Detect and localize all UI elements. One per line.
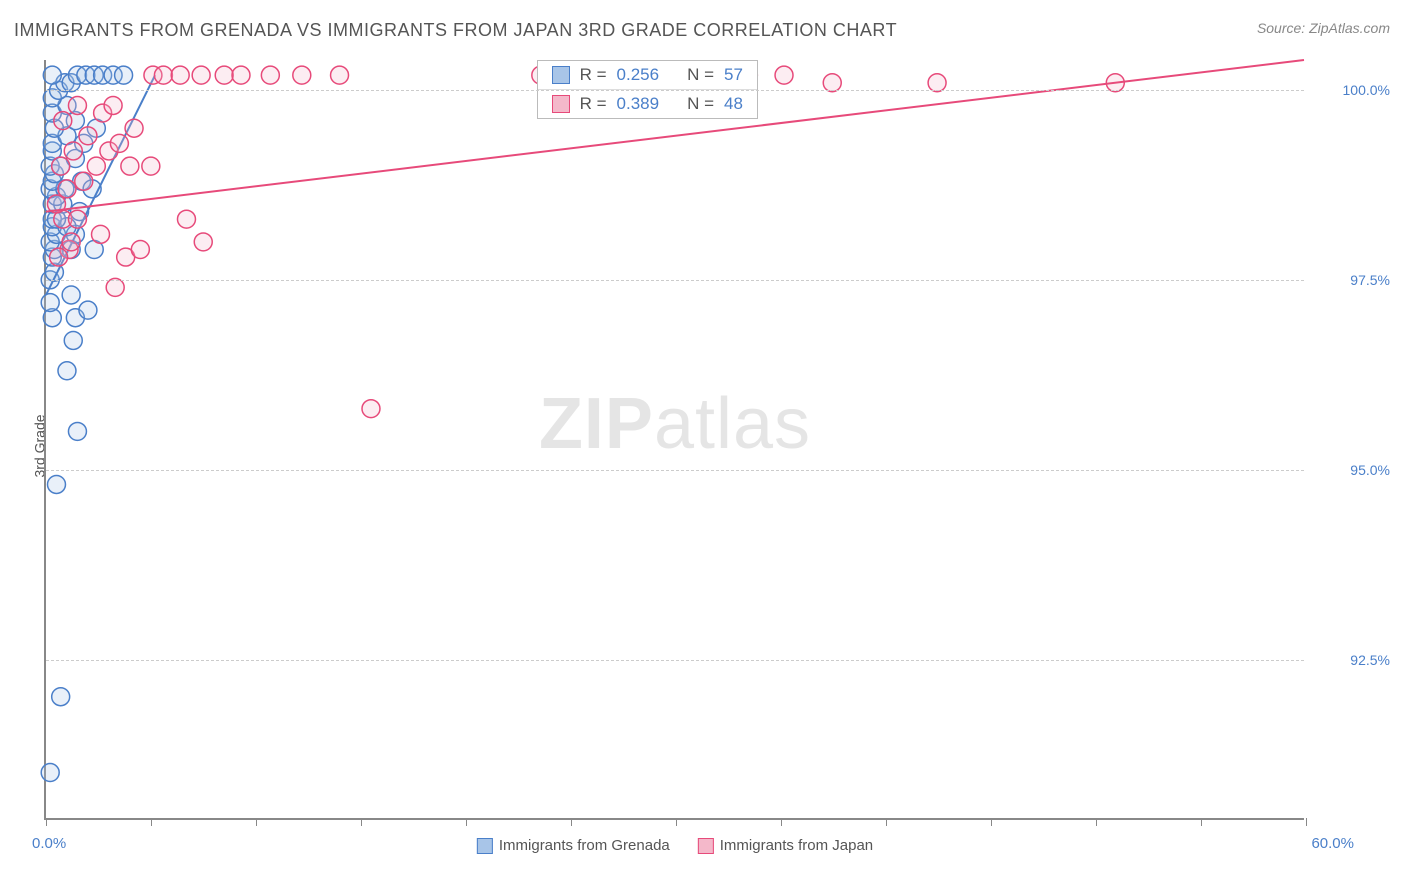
data-point <box>293 66 311 84</box>
x-tick <box>256 818 257 826</box>
data-point <box>928 74 946 92</box>
gridline <box>46 470 1304 471</box>
x-tick <box>1306 818 1307 826</box>
x-tick <box>466 818 467 826</box>
data-point <box>47 476 65 494</box>
data-point <box>54 112 72 130</box>
stat-r-value: 0.256 <box>617 65 660 85</box>
gridline <box>46 280 1304 281</box>
data-point <box>215 66 233 84</box>
legend-item: Immigrants from Grenada <box>477 837 670 854</box>
x-tick <box>676 818 677 826</box>
stat-r-label: R = <box>580 94 607 114</box>
data-point <box>131 241 149 259</box>
x-tick <box>991 818 992 826</box>
x-tick <box>781 818 782 826</box>
legend-swatch <box>698 838 714 854</box>
data-point <box>177 210 195 228</box>
data-point <box>62 233 80 251</box>
data-point <box>52 157 70 175</box>
data-point <box>62 286 80 304</box>
data-point <box>192 66 210 84</box>
data-point <box>171 66 189 84</box>
stat-n-value: 57 <box>724 65 743 85</box>
plot-area: ZIPatlas R =0.256N =57R =0.389N =48 0.0%… <box>44 60 1304 820</box>
data-point <box>68 422 86 440</box>
data-point <box>104 97 122 115</box>
stat-n-label: N = <box>687 94 714 114</box>
data-point <box>142 157 160 175</box>
data-point <box>121 157 139 175</box>
gridline <box>46 90 1304 91</box>
data-point <box>154 66 172 84</box>
data-point <box>194 233 212 251</box>
y-tick-label: 97.5% <box>1320 272 1390 288</box>
stat-n-label: N = <box>687 65 714 85</box>
data-point <box>50 248 68 266</box>
bottom-legend: Immigrants from Grenada Immigrants from J… <box>477 837 873 854</box>
scatter-svg <box>46 60 1304 818</box>
data-point <box>79 127 97 145</box>
source-prefix: Source: <box>1257 20 1309 36</box>
data-point <box>125 119 143 137</box>
stat-row: R = 0.389 N = 48 <box>538 90 757 118</box>
x-tick <box>361 818 362 826</box>
data-point <box>64 142 82 160</box>
legend-label: Immigrants from Japan <box>720 837 873 854</box>
data-point <box>68 210 86 228</box>
y-tick-label: 100.0% <box>1320 82 1390 98</box>
x-tick <box>886 818 887 826</box>
legend-swatch <box>477 838 493 854</box>
data-point <box>79 301 97 319</box>
data-point <box>115 66 133 84</box>
stat-r-value: 0.389 <box>617 94 660 114</box>
x-tick <box>1096 818 1097 826</box>
data-point <box>92 225 110 243</box>
x-axis-max-label: 60.0% <box>1311 835 1354 852</box>
data-point <box>58 180 76 198</box>
data-point <box>43 66 61 84</box>
data-point <box>261 66 279 84</box>
x-tick <box>46 818 47 826</box>
data-point <box>68 97 86 115</box>
gridline <box>46 660 1304 661</box>
data-point <box>75 172 93 190</box>
y-tick-label: 92.5% <box>1320 652 1390 668</box>
x-tick <box>151 818 152 826</box>
data-point <box>87 157 105 175</box>
data-point <box>41 294 59 312</box>
data-point <box>331 66 349 84</box>
stat-n-value: 48 <box>724 94 743 114</box>
data-point <box>775 66 793 84</box>
data-point <box>110 134 128 152</box>
stat-row: R = 0.256 N = 57 <box>538 61 757 90</box>
stat-swatch <box>552 66 570 84</box>
data-point <box>52 688 70 706</box>
data-point <box>64 331 82 349</box>
chart-title: IMMIGRANTS FROM GRENADA VS IMMIGRANTS FR… <box>14 20 897 41</box>
data-point <box>41 764 59 782</box>
x-tick <box>1201 818 1202 826</box>
stat-r-label: R = <box>580 65 607 85</box>
stat-swatch <box>552 95 570 113</box>
legend-item: Immigrants from Japan <box>698 837 873 854</box>
data-point <box>232 66 250 84</box>
source-name: ZipAtlas.com <box>1309 20 1390 36</box>
data-point <box>823 74 841 92</box>
legend-label: Immigrants from Grenada <box>499 837 670 854</box>
x-axis-min-label: 0.0% <box>32 835 66 852</box>
data-point <box>362 400 380 418</box>
source-attribution: Source: ZipAtlas.com <box>1257 20 1390 36</box>
data-point <box>58 362 76 380</box>
y-tick-label: 95.0% <box>1320 462 1390 478</box>
x-tick <box>571 818 572 826</box>
